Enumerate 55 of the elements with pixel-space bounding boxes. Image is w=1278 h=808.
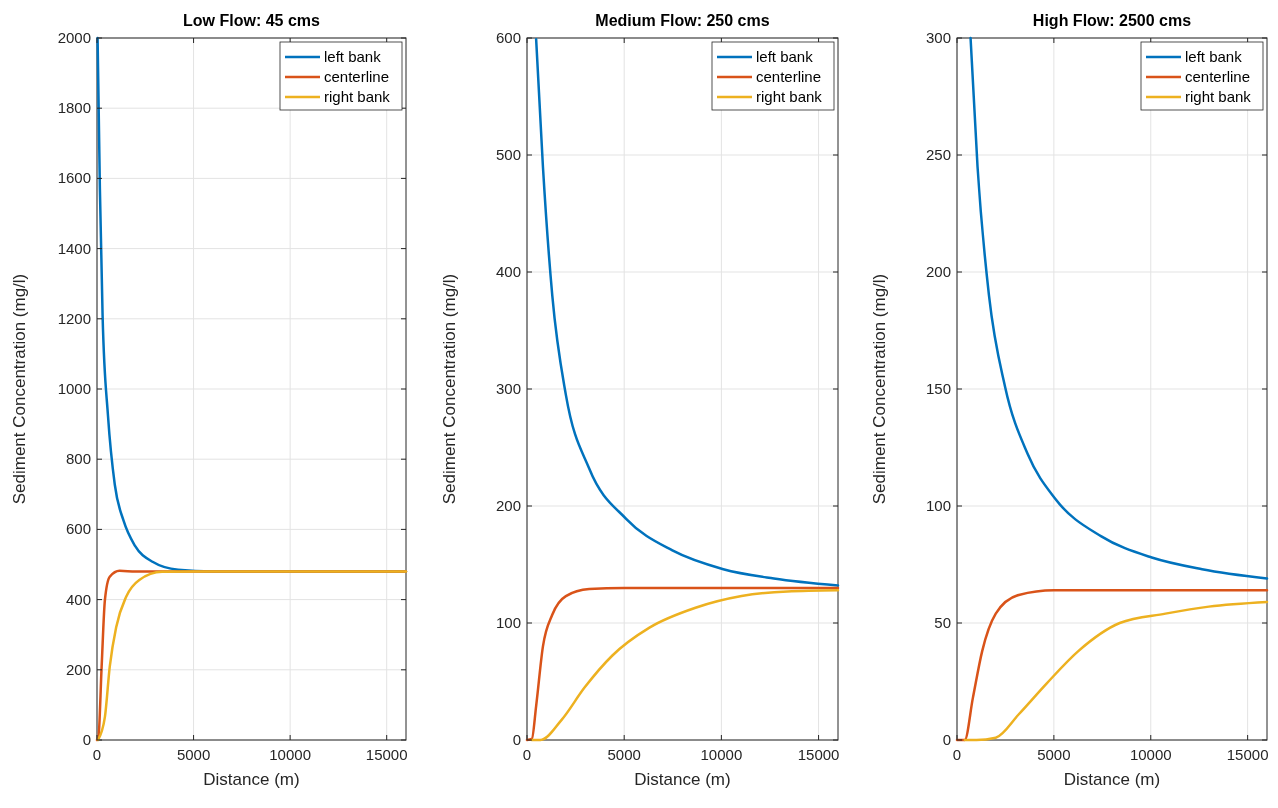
y-tick-label: 200: [495, 497, 521, 514]
y-tick-label: 100: [925, 497, 951, 514]
chart-title: High Flow: 2500 cms: [1032, 12, 1192, 29]
y-tick-label: 0: [512, 731, 521, 748]
y-tick-label: 100: [495, 614, 521, 631]
x-tick-label: 15000: [365, 746, 408, 763]
y-tick-label: 1000: [57, 380, 91, 397]
x-axis-title: Distance (m): [634, 770, 731, 789]
x-tick-label: 15000: [797, 746, 840, 763]
x-tick-label: 5000: [1037, 746, 1071, 763]
x-tick-label: 10000: [269, 746, 311, 763]
y-tick-label: 1600: [57, 169, 91, 187]
y-tick-label: 600: [65, 520, 91, 538]
y-tick-label: 150: [925, 380, 951, 397]
y-tick-label: 1200: [57, 309, 91, 327]
chart-title: Low Flow: 45 cms: [183, 12, 321, 29]
y-tick-label: 50: [934, 614, 951, 631]
y-tick-label: 200: [925, 263, 951, 280]
y-tick-label: 800: [65, 450, 91, 468]
y-tick-label: 400: [65, 590, 91, 608]
y-tick-label: 0: [82, 731, 91, 748]
y-tick-label: 250: [925, 146, 951, 163]
x-tick-label: 0: [522, 746, 532, 763]
x-axis-title: Distance (m): [203, 770, 300, 789]
x-tick-label: 5000: [176, 746, 211, 763]
y-tick-label: 500: [495, 146, 521, 163]
y-tick-label: 1400: [57, 239, 91, 257]
x-tick-label: 5000: [607, 746, 641, 763]
y-axis-title: Sediment Concentration (mg/l): [440, 273, 459, 505]
chart-title: Medium Flow: 250 cms: [595, 12, 770, 29]
legend-label: left bank: [1185, 48, 1243, 65]
y-axis-title: Sediment Concentration (mg/l): [10, 273, 29, 505]
legend-label: left bank: [324, 48, 382, 65]
y-tick-label: 1800: [57, 99, 91, 117]
legend-label: right bank: [324, 88, 391, 105]
y-tick-label: 0: [942, 731, 951, 748]
y-tick-label: 300: [495, 380, 521, 397]
legend-label: right bank: [756, 88, 823, 105]
y-tick-label: 400: [495, 263, 521, 280]
x-tick-label: 15000: [1226, 746, 1269, 763]
y-tick-label: 600: [495, 29, 521, 46]
x-axis-title: Distance (m): [1063, 770, 1161, 789]
y-axis-title: Sediment Concentration (mg/l): [870, 273, 889, 505]
legend-label: centerline: [756, 68, 822, 85]
x-tick-label: 0: [952, 746, 962, 763]
legend-label: centerline: [324, 68, 390, 85]
legend-label: right bank: [1185, 88, 1252, 105]
x-tick-label: 10000: [700, 746, 743, 763]
y-tick-label: 300: [925, 29, 951, 46]
x-tick-label: 10000: [1129, 746, 1172, 763]
legend-label: centerline: [1185, 68, 1251, 85]
y-tick-label: 200: [65, 660, 91, 678]
legend-label: left bank: [756, 48, 814, 65]
x-tick-label: 0: [92, 746, 102, 763]
y-tick-label: 2000: [57, 29, 91, 46]
